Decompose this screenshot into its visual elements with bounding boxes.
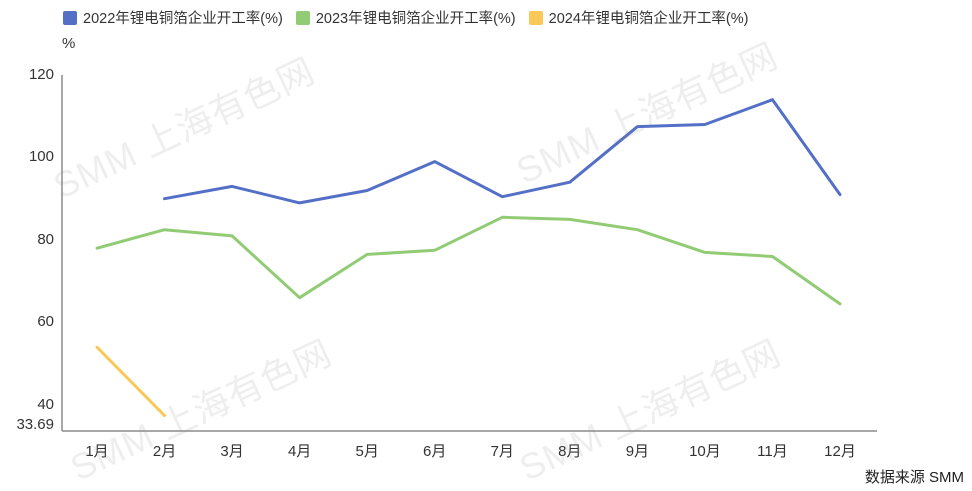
x-tick-label: 9月 xyxy=(625,443,650,460)
x-tick-label: 1月 xyxy=(85,443,109,460)
y-axis-unit: % xyxy=(62,35,76,52)
x-tick-label: 12月 xyxy=(824,443,856,460)
legend-item-2024[interactable]: 2024年锂电铜箔企业开工率(%) xyxy=(528,7,749,28)
y-tick-label: 100 xyxy=(28,148,54,166)
x-tick-label: 5月 xyxy=(355,443,379,460)
data-source: 数据来源 SMM xyxy=(864,469,964,486)
x-tick-label: 11月 xyxy=(757,443,788,460)
x-tick-label: 6月 xyxy=(423,443,447,460)
legend-swatch-2022 xyxy=(63,10,77,25)
x-tick-label: 3月 xyxy=(220,443,244,460)
legend-swatch-2024 xyxy=(528,10,543,25)
legend-swatch-2023 xyxy=(295,10,310,25)
y-tick-label: 80 xyxy=(37,230,54,248)
y-tick-label: 120 xyxy=(28,66,54,83)
series-line-2[interactable] xyxy=(95,345,166,418)
y-tick-label: 60 xyxy=(37,313,54,331)
y-tick-label: 33.69 xyxy=(16,416,54,433)
x-tick-label: 4月 xyxy=(287,443,312,460)
x-tick-label: 2月 xyxy=(152,443,177,460)
legend: 2022年锂电铜箔企业开工率(%) 2023年锂电铜箔企业开工率(%) 2024… xyxy=(63,7,748,28)
legend-item-2023[interactable]: 2023年锂电铜箔企业开工率(%) xyxy=(295,7,516,28)
legend-label-2022: 2022年锂电铜箔企业开工率(%) xyxy=(83,11,283,27)
legend-item-2022[interactable]: 2022年锂电铜箔企业开工率(%) xyxy=(63,7,283,28)
series-line-0[interactable] xyxy=(163,98,842,205)
legend-label-2023: 2023年锂电铜箔企业开工率(%) xyxy=(315,11,516,27)
legend-label-2024: 2024年锂电铜箔企业开工率(%) xyxy=(548,11,749,27)
x-tick-label: 10月 xyxy=(689,443,721,460)
x-tick-label: 8月 xyxy=(558,443,582,460)
series-line-1[interactable] xyxy=(95,215,842,306)
y-tick-label: 40 xyxy=(37,395,54,413)
x-tick-label: 7月 xyxy=(490,443,514,460)
